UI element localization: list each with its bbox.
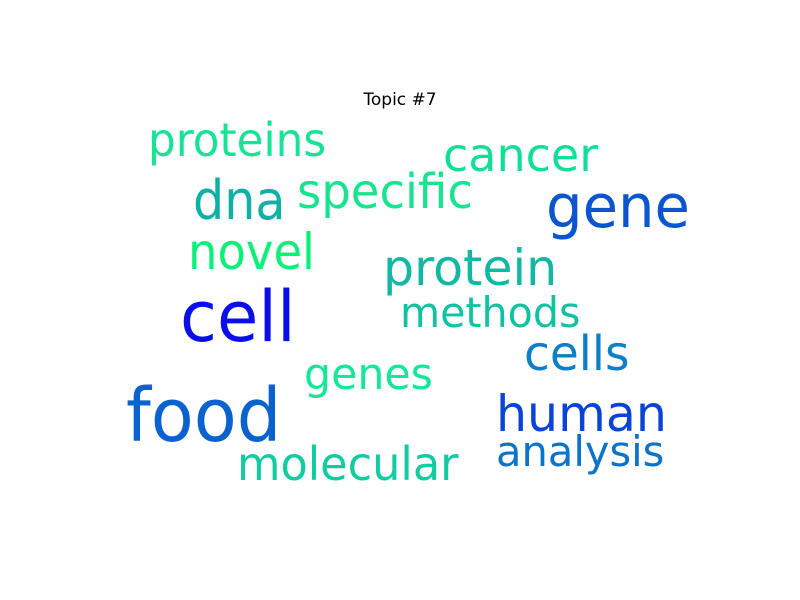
word-analysis: analysis — [496, 427, 665, 476]
word-specific: specific — [297, 164, 473, 220]
chart-title: Topic #7 — [363, 90, 437, 110]
word-genes: genes — [304, 349, 433, 400]
word-cell: cell — [180, 276, 296, 358]
word-cells: cells — [524, 326, 630, 382]
word-food: food — [126, 373, 282, 459]
word-human: human — [496, 385, 667, 443]
word-molecular: molecular — [237, 437, 459, 491]
word-methods: methods — [400, 288, 581, 337]
word-protein: protein — [383, 239, 558, 297]
word-cancer: cancer — [443, 128, 599, 182]
word-dna: dna — [193, 169, 286, 232]
word-proteins: proteins — [148, 113, 327, 167]
word-novel: novel — [188, 223, 315, 281]
word-gene: gene — [546, 172, 690, 242]
